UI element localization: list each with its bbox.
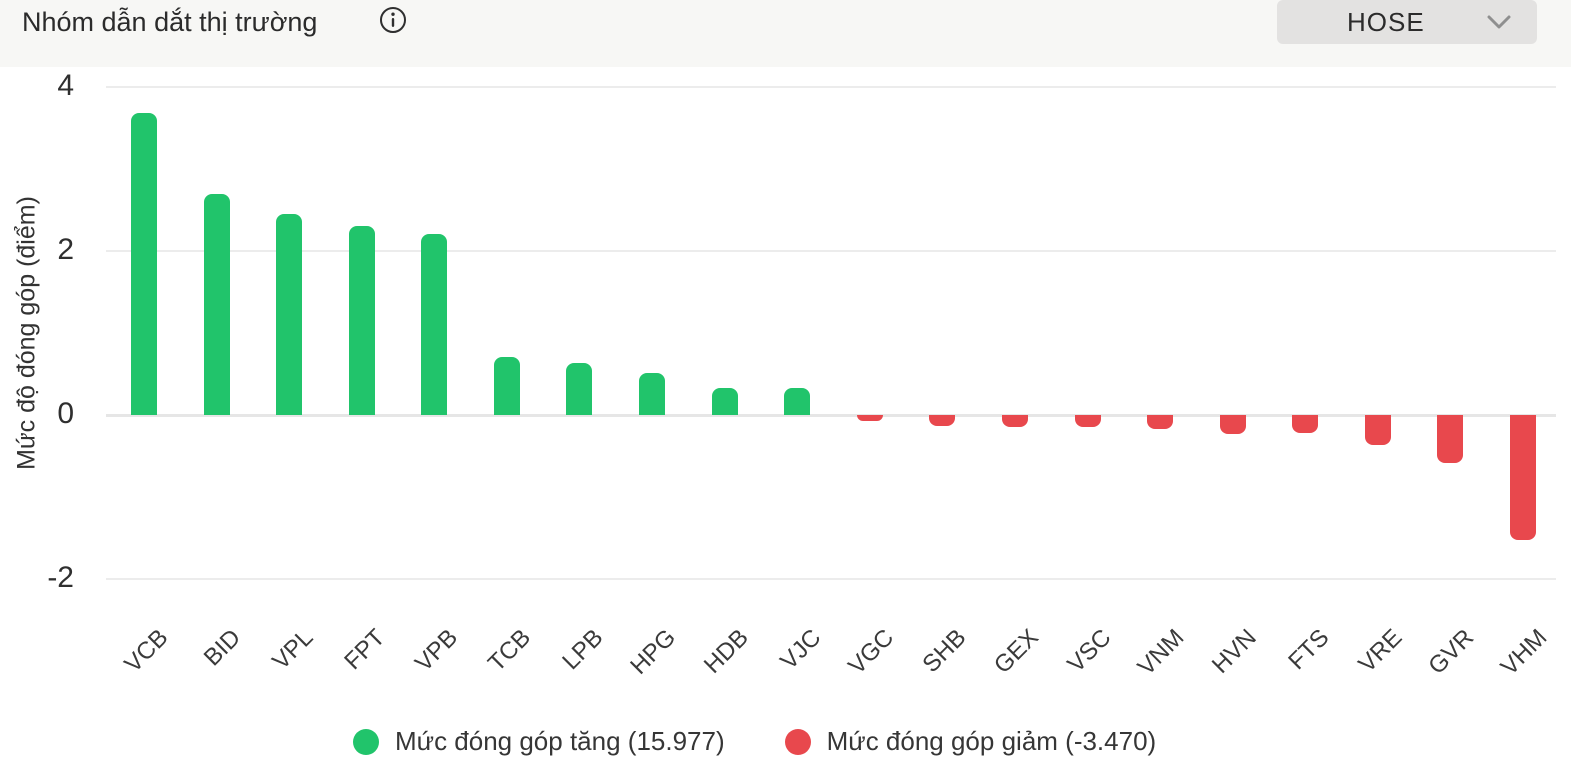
x-label-BID: BID	[198, 624, 246, 672]
x-label-VJC: VJC	[775, 624, 827, 676]
x-label-VRE: VRE	[1352, 624, 1407, 678]
x-label-HVN: HVN	[1206, 624, 1262, 679]
bar-FPT[interactable]	[349, 226, 375, 415]
x-label-VHM: VHM	[1495, 624, 1553, 681]
legend-item-increase[interactable]: Mức đóng góp tăng (15.977)	[353, 726, 725, 757]
y-tick-0: 0	[57, 397, 74, 430]
legend-label-decrease: Mức đóng góp giảm (-3.470)	[826, 726, 1157, 756]
x-label-VSC: VSC	[1062, 624, 1117, 678]
x-label-HPG: HPG	[625, 624, 682, 680]
gridline-y2	[106, 250, 1556, 252]
bar-SHB[interactable]	[929, 415, 955, 426]
x-label-TCB: TCB	[482, 624, 536, 678]
y-tick-4: 4	[57, 69, 74, 102]
bar-HVN[interactable]	[1220, 415, 1246, 434]
bar-VHM[interactable]	[1510, 415, 1536, 540]
x-label-GVR: GVR	[1423, 624, 1480, 680]
bar-VGC[interactable]	[857, 415, 883, 421]
panel-title: Nhóm dẫn dắt thị trường	[22, 7, 318, 37]
y-tick--2: -2	[47, 561, 74, 594]
bar-VRE[interactable]	[1365, 415, 1391, 445]
bar-GEX[interactable]	[1002, 415, 1028, 427]
x-label-VGC: VGC	[843, 624, 899, 680]
gridline-y4	[106, 86, 1556, 88]
bar-GVR[interactable]	[1437, 415, 1463, 463]
x-label-HDB: HDB	[698, 624, 754, 679]
legend-item-decrease[interactable]: Mức đóng góp giảm (-3.470)	[784, 726, 1157, 757]
x-label-VNM: VNM	[1132, 624, 1190, 681]
bar-FTS[interactable]	[1292, 415, 1318, 433]
bar-BID[interactable]	[204, 194, 230, 415]
y-tick-2: 2	[57, 233, 74, 266]
x-label-GEX: GEX	[989, 624, 1045, 679]
x-label-FTS: FTS	[1283, 624, 1335, 676]
panel-header: Nhóm dẫn dắt thị trường HOSE	[0, 0, 1571, 67]
x-label-LPB: LPB	[557, 624, 609, 676]
bar-VSC[interactable]	[1075, 415, 1101, 427]
exchange-dropdown[interactable]: HOSE	[1277, 0, 1537, 44]
x-label-SHB: SHB	[917, 624, 972, 678]
bar-VPB[interactable]	[421, 234, 447, 415]
x-label-FPT: FPT	[339, 624, 391, 676]
exchange-dropdown-value: HOSE	[1347, 6, 1425, 37]
x-label-VCB: VCB	[119, 624, 174, 678]
bar-VPL[interactable]	[276, 214, 302, 415]
bar-VNM[interactable]	[1147, 415, 1173, 429]
chart-legend: Mức đóng góp tăng (15.977) Mức đóng góp …	[353, 726, 1156, 757]
bar-VJC[interactable]	[784, 388, 810, 415]
bar-TCB[interactable]	[494, 357, 520, 415]
increase-dot-icon	[353, 728, 379, 755]
gridline-y-2	[106, 578, 1556, 580]
chevron-down-icon	[1487, 15, 1511, 29]
bar-HPG[interactable]	[639, 373, 665, 415]
bar-LPB[interactable]	[566, 363, 592, 415]
info-icon[interactable]	[379, 6, 407, 34]
bar-HDB[interactable]	[712, 388, 738, 415]
x-label-VPB: VPB	[410, 624, 464, 678]
gridline-y0	[106, 414, 1556, 417]
bar-VCB[interactable]	[131, 113, 157, 415]
decrease-dot-icon	[784, 728, 811, 755]
legend-label-increase: Mức đóng góp tăng (15.977)	[395, 726, 725, 756]
x-label-VPL: VPL	[267, 624, 319, 676]
